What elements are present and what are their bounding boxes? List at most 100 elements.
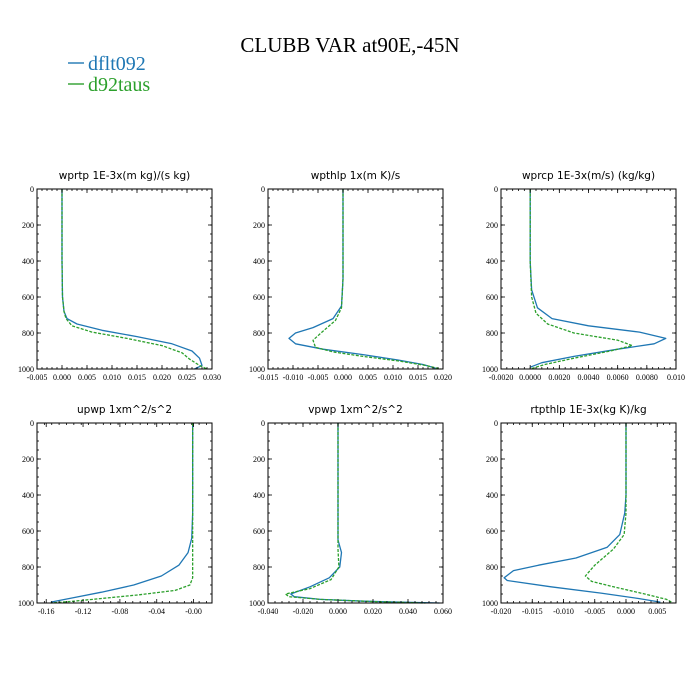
y-tick-label: 400 [253,257,265,266]
series-line-dflt092 [503,423,661,603]
series-line-d92taus [284,423,426,604]
y-tick-label: 600 [253,293,265,302]
series-line-d92taus [584,423,674,604]
y-tick-label: 200 [253,455,265,464]
x-tick-label: -0.16 [38,607,55,616]
y-tick-label: 200 [22,221,34,230]
x-tick-label: 0.000 [617,607,635,616]
y-tick-label: 0 [261,419,265,428]
x-tick-label: -0.020 [293,607,314,616]
plot-frame [36,422,213,604]
x-tick-label: 0.000 [334,373,352,382]
y-tick-label: 400 [486,257,498,266]
x-tick-label: 0.010 [103,373,121,382]
x-tick-label: 0.020 [153,373,171,382]
x-tick-label: 0.010 [384,373,402,382]
panel-2: wpthlp 1x(m K)/s02004006008001000-0.015-… [249,170,452,382]
x-tick-label: -0.015 [258,373,279,382]
x-tick-label: -0.005 [308,373,329,382]
x-tick-label: -0.04 [148,607,165,616]
y-tick-label: 800 [22,563,34,572]
y-tick-label: 600 [253,527,265,536]
x-tick-label: 0.005 [78,373,96,382]
panel-6: rtpthlp 1E-3x(kg K)/kg02004006008001000-… [482,404,677,616]
x-tick-label: -0.12 [75,607,92,616]
y-tick-label: 400 [253,491,265,500]
y-tick-label: 600 [486,527,498,536]
y-tick-label: 200 [486,455,498,464]
series-line-d92taus [61,189,208,370]
x-tick-label: -0.020 [491,607,512,616]
x-tick-label: -0.08 [112,607,129,616]
x-tick-label: -0.00 [185,607,202,616]
series-line-d92taus [50,423,194,604]
legend-label-dflt092: dflt092 [88,53,146,75]
y-tick-label: 200 [22,455,34,464]
series-line-dflt092 [529,189,667,368]
x-tick-label: 0.005 [359,373,377,382]
x-tick-label: -0.010 [283,373,304,382]
y-tick-label: 600 [486,293,498,302]
x-tick-label: 0.015 [128,373,146,382]
y-tick-label: 800 [486,329,498,338]
y-tick-label: 200 [486,221,498,230]
y-tick-label: 0 [494,419,498,428]
x-tick-label: 0.0080 [636,373,658,382]
y-tick-label: 1000 [18,365,34,374]
panel-title: wprtp 1E-3x(m kg)/(s kg) [59,170,190,182]
x-tick-label: 0.0020 [548,373,570,382]
x-tick-label: 0.020 [434,373,452,382]
y-tick-label: 400 [22,257,34,266]
figure-title: CLUBB VAR at90E,-45N [240,33,459,57]
plot-frame [500,422,677,604]
y-tick-label: 400 [22,491,34,500]
y-tick-label: 400 [486,491,498,500]
y-tick-label: 600 [22,293,34,302]
series-line-d92taus [312,189,441,370]
x-tick-label: 0.025 [178,373,196,382]
x-tick-label: 0.000 [53,373,71,382]
y-tick-label: 1000 [18,599,34,608]
plot-frame [500,188,677,370]
legend: dflt092 d92taus [68,53,150,96]
legend-label-d92taus: d92taus [88,74,150,96]
y-tick-label: 0 [30,185,34,194]
series-line-dflt092 [290,423,440,604]
panel-title: upwp 1xm^2/s^2 [77,404,172,416]
series-line-d92taus [529,189,633,370]
x-tick-label: 0.005 [648,607,666,616]
x-tick-label: 0.020 [364,607,382,616]
panel-title: wprcp 1E-3x(m/s) (kg/kg) [522,170,655,182]
x-tick-label: 0.060 [434,607,452,616]
x-tick-label: 0.0040 [578,373,600,382]
x-tick-label: 0.0000 [519,373,541,382]
panels: wprtp 1E-3x(m kg)/(s kg) 0 200 400 600 800 100… [18,170,685,616]
x-tick-label: -0.005 [27,373,48,382]
x-tick-label: -0.010 [553,607,574,616]
x-tick-label: 0.0060 [607,373,629,382]
y-tick-label: 1000 [249,365,265,374]
series-line-dflt092 [50,423,194,603]
plot-frame [267,422,444,604]
y-tick-label: 200 [253,221,265,230]
panel-5: vpwp 1xm^2/s^2 0 200 400 600 800 1000-0.040 -0.… [249,404,452,616]
y-tick-label: 800 [253,329,265,338]
series-line-dflt092 [61,189,203,370]
x-tick-label: 0.040 [399,607,417,616]
plot-frame [36,188,213,370]
y-tick-label: 0 [261,185,265,194]
panel-title: vpwp 1xm^2/s^2 [308,404,403,416]
panel-3: wprcp 1E-3x(m/s) (kg/kg) 0 200 400 600 800 100… [482,170,685,382]
y-tick-label: 600 [22,527,34,536]
x-tick-label: 0.000 [329,607,347,616]
y-tick-label: 1000 [482,365,498,374]
y-tick-label: 800 [22,329,34,338]
x-tick-label: -0.0020 [489,373,514,382]
x-tick-label: -0.040 [258,607,279,616]
series-line-dflt092 [288,189,436,369]
x-tick-label: 0.010 [667,373,685,382]
y-tick-label: 1000 [249,599,265,608]
panel-title: wpthlp 1x(m K)/s [311,170,401,182]
y-tick-label: 800 [253,563,265,572]
